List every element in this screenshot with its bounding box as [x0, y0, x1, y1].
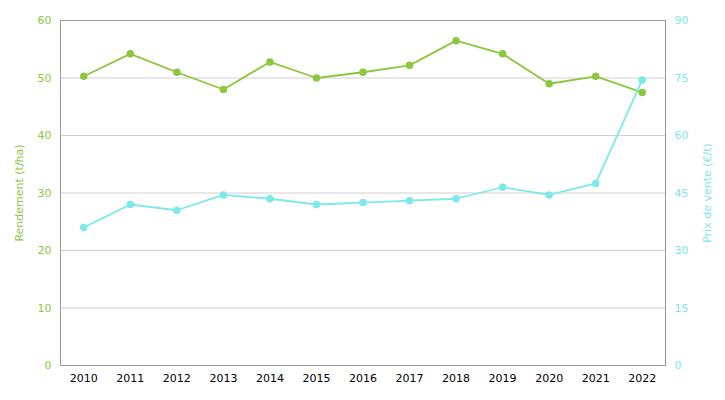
svg-text:40: 40 [38, 129, 52, 142]
svg-text:Prix de vente (€/t): Prix de vente (€/t) [701, 143, 714, 243]
svg-text:30: 30 [38, 187, 52, 200]
svg-text:2012: 2012 [163, 372, 191, 385]
svg-text:60: 60 [38, 14, 52, 27]
svg-text:15: 15 [675, 302, 689, 315]
svg-text:2010: 2010 [70, 372, 98, 385]
svg-text:90: 90 [675, 14, 689, 27]
svg-text:10: 10 [38, 302, 52, 315]
svg-text:30: 30 [675, 244, 689, 257]
svg-text:75: 75 [675, 72, 689, 85]
svg-text:2013: 2013 [209, 372, 237, 385]
svg-text:20: 20 [38, 244, 52, 257]
svg-text:2014: 2014 [256, 372, 284, 385]
svg-text:2020: 2020 [535, 372, 563, 385]
svg-text:2021: 2021 [582, 372, 610, 385]
svg-text:50: 50 [38, 72, 52, 85]
svg-text:60: 60 [675, 129, 689, 142]
svg-text:2017: 2017 [396, 372, 424, 385]
svg-text:2018: 2018 [442, 372, 470, 385]
svg-text:2011: 2011 [116, 372, 144, 385]
svg-text:2019: 2019 [489, 372, 517, 385]
svg-text:2022: 2022 [628, 372, 656, 385]
svg-text:2015: 2015 [302, 372, 330, 385]
svg-text:45: 45 [675, 187, 689, 200]
svg-text:0: 0 [675, 359, 682, 372]
svg-text:0: 0 [45, 359, 52, 372]
svg-text:Rendement (t/ha): Rendement (t/ha) [13, 144, 26, 241]
svg-text:2016: 2016 [349, 372, 377, 385]
